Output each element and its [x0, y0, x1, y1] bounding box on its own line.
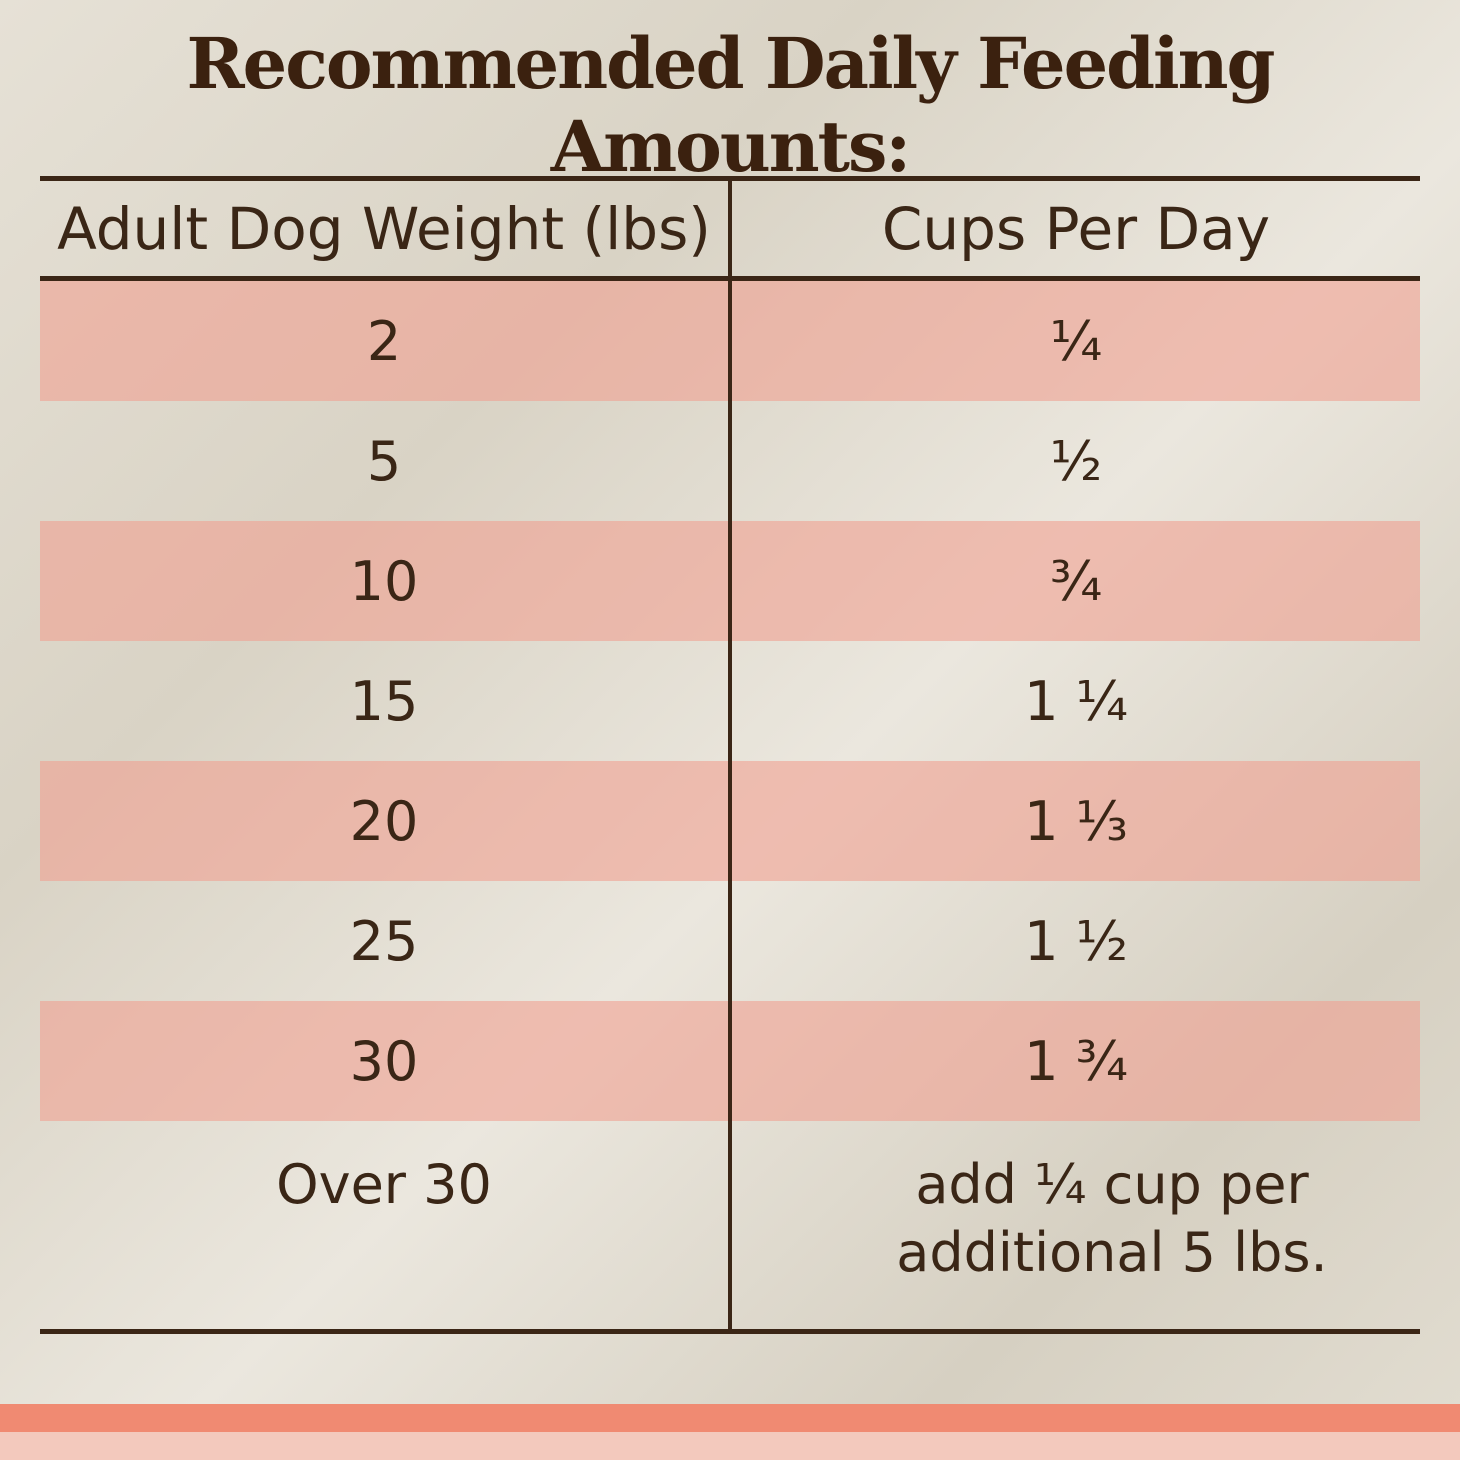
table-cell: 2 [366, 309, 402, 373]
bottom-band [0, 1404, 1460, 1432]
table-cell: 1 ½ [1024, 909, 1128, 973]
title: Recommended Daily Feeding Amounts: [186, 22, 1276, 188]
table-row: 15 1 ¼ [40, 641, 1420, 761]
header-row: Adult Dog Weight (lbs) Cups Per Day [40, 181, 1420, 276]
table-cell: 25 [349, 909, 419, 973]
table-cell: 15 [349, 669, 419, 733]
table-cell: ¼ [1049, 309, 1103, 373]
header-cell: Cups Per Day [881, 194, 1271, 263]
table-cell: 30 [349, 1029, 419, 1093]
table-cell: 1 ⅓ [1024, 789, 1128, 853]
table-cell: 10 [349, 549, 419, 613]
table-cell: 1 ¼ [1024, 669, 1128, 733]
table-cell: add ¼ cup per additional 5 lbs. [896, 1153, 1328, 1284]
table-cell: 5 [366, 429, 402, 493]
table-row: 25 1 ½ [40, 881, 1420, 1001]
table-cell: ½ [1049, 429, 1103, 493]
table-row: Over 30 add ¼ cup per additional 5 lbs. [40, 1121, 1420, 1321]
table-cell: 1 ¾ [1024, 1029, 1128, 1093]
table-cell: 20 [349, 789, 419, 853]
table-cell: Over 30 [276, 1153, 492, 1216]
table-cell: ¾ [1049, 549, 1103, 613]
column-divider [728, 176, 732, 1334]
header-cell: Adult Dog Weight (lbs) [57, 194, 711, 263]
bottom-band [0, 1432, 1460, 1460]
